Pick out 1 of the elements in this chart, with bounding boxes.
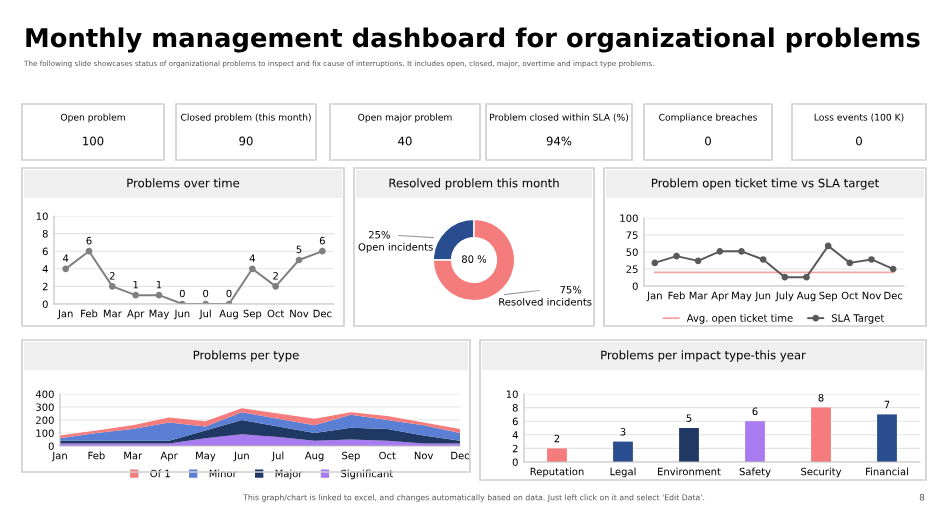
text: Monthly management dashboard for organizational problems <box>26 27 920 53</box>
